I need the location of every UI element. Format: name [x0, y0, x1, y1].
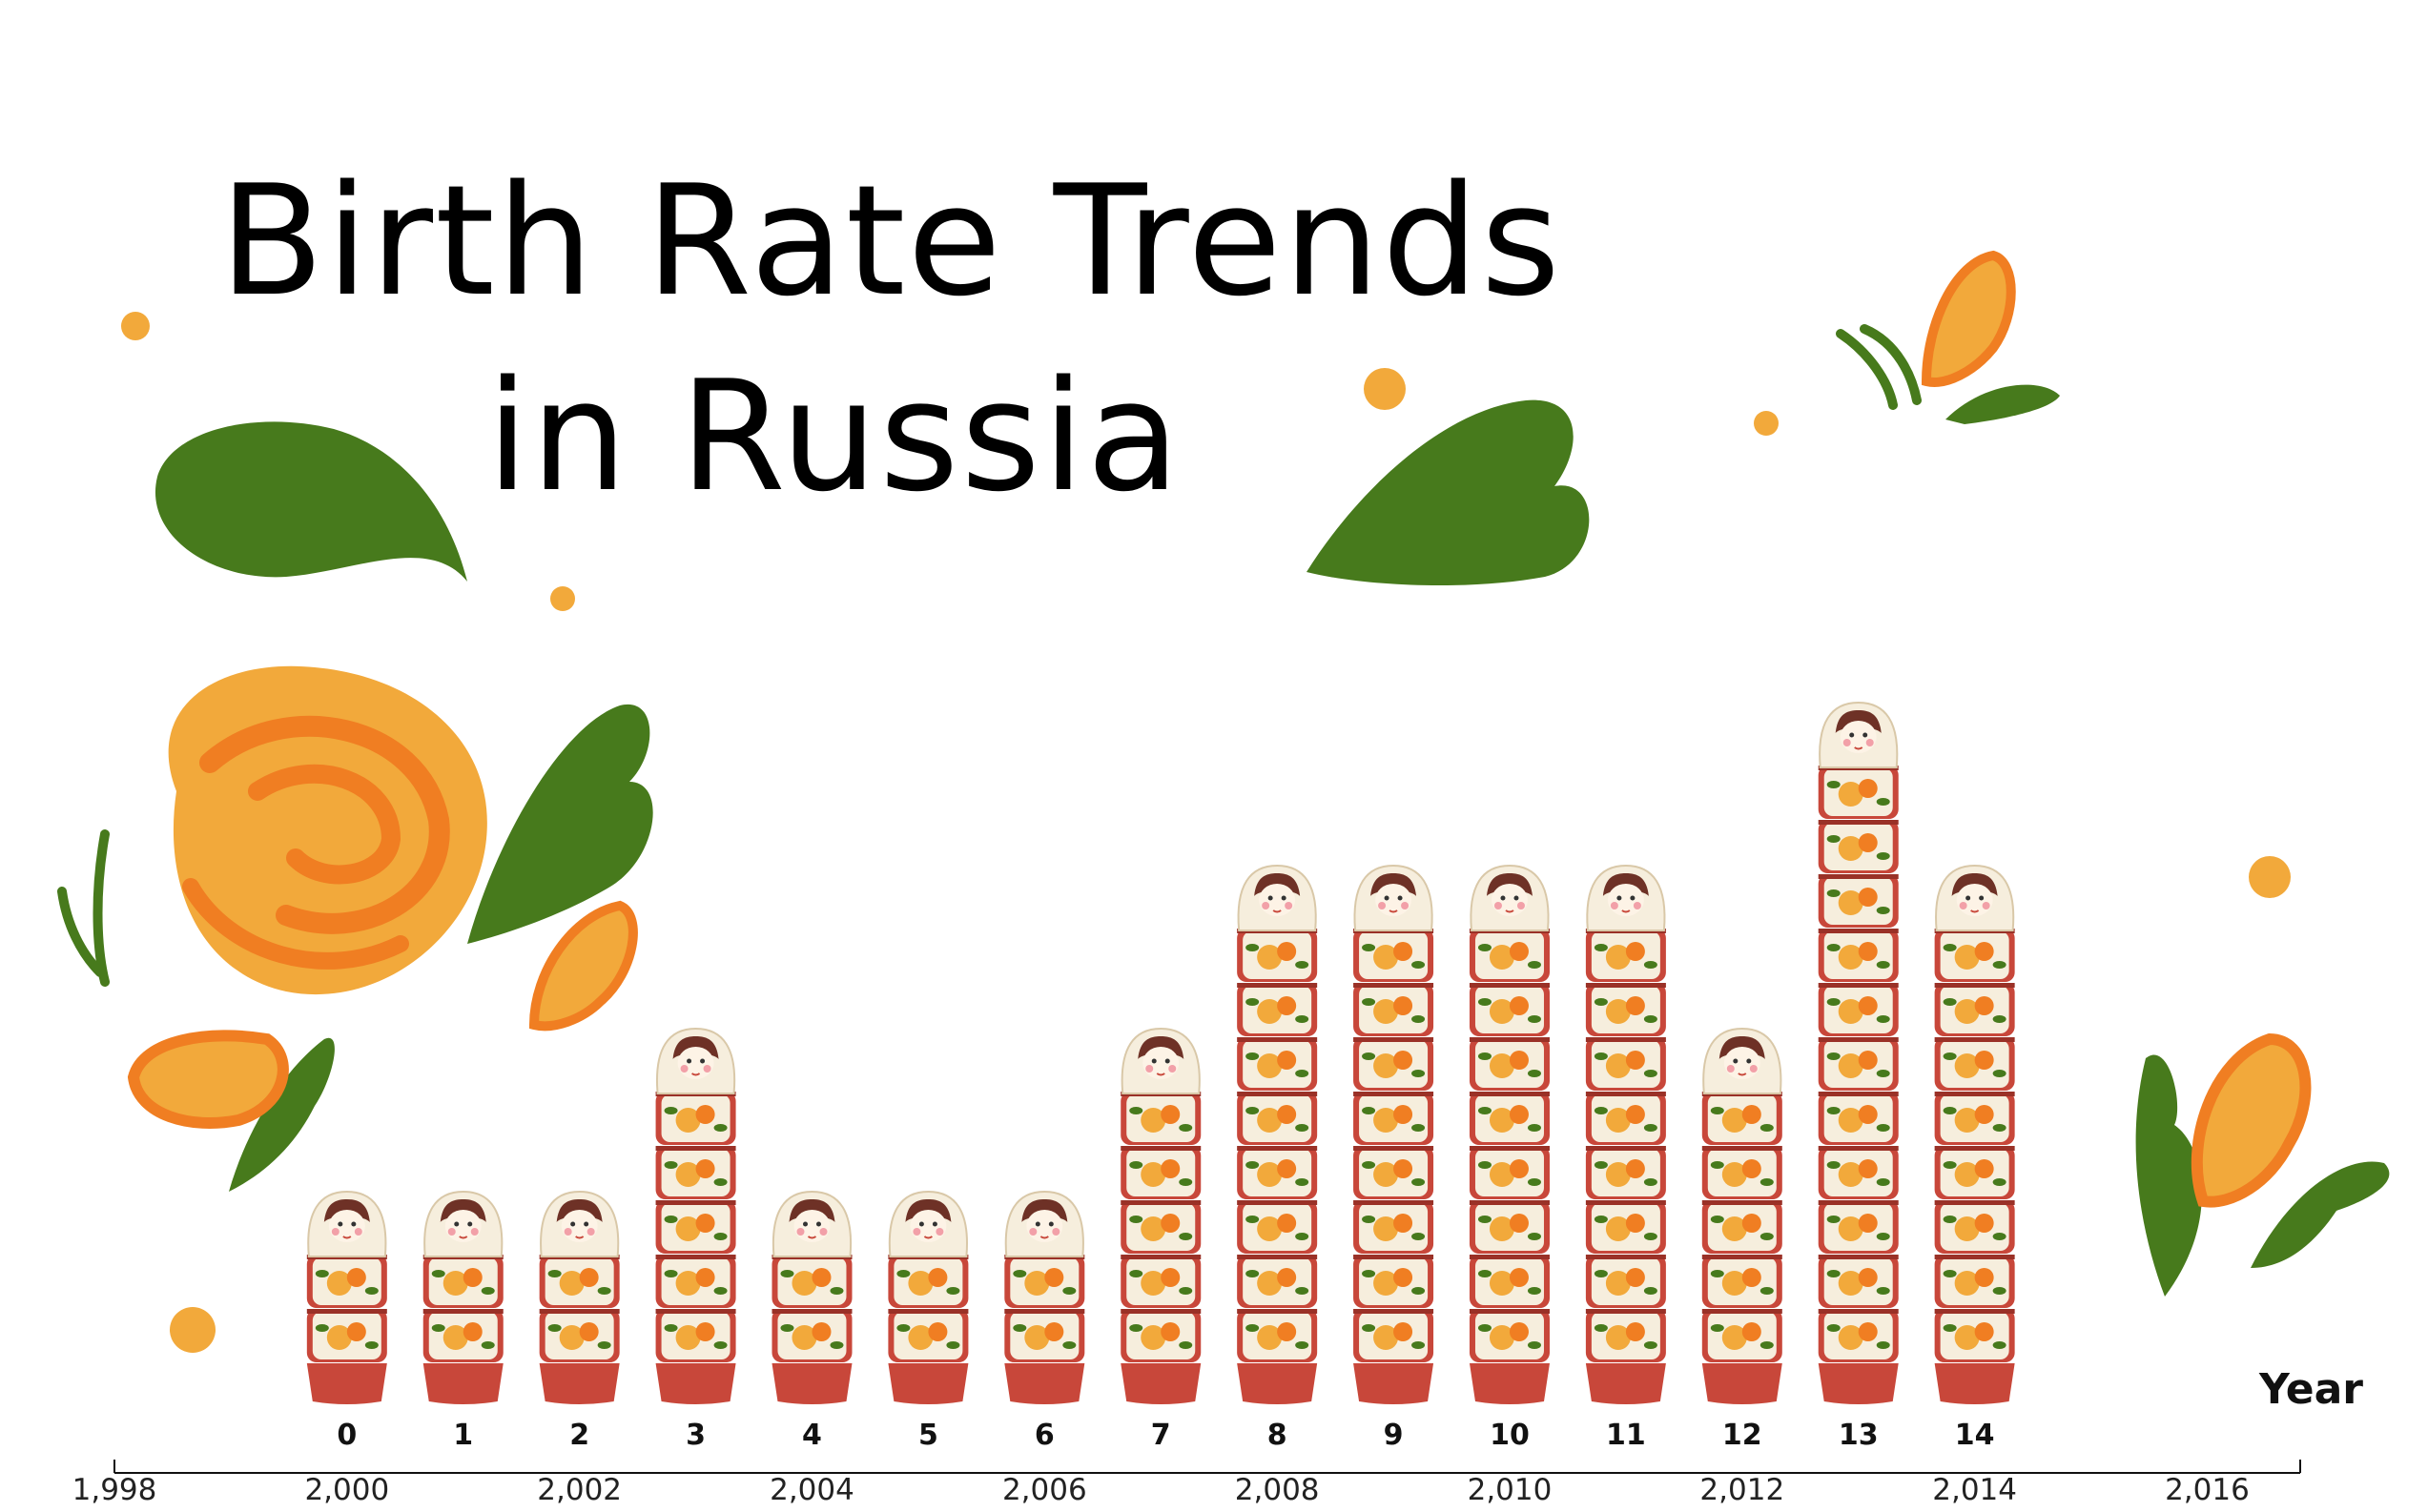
bar — [1237, 865, 1318, 1404]
decorations — [57, 250, 2390, 1353]
x-tick-label: 2,000 — [304, 1473, 389, 1507]
x-tick-label: 2,002 — [537, 1473, 622, 1507]
dot-icon — [121, 312, 2291, 1353]
bar — [1818, 702, 1899, 1404]
category-label: 10 — [1490, 1419, 1530, 1452]
x-axis-label: Year — [2258, 1365, 2363, 1414]
bar — [1004, 1191, 1085, 1404]
x-tick-label: 1,998 — [72, 1473, 157, 1507]
x-tick-label: 2,008 — [1235, 1473, 1320, 1507]
bar — [1701, 1028, 1782, 1404]
category-label: 5 — [918, 1419, 938, 1452]
x-tick-label: 2,010 — [1468, 1473, 1553, 1507]
leaf-icon — [154, 384, 2390, 1297]
x-tick-label: 2,016 — [2165, 1473, 2250, 1507]
bar — [1469, 865, 1550, 1404]
chart-title: Birth Rate Trends in Russia — [219, 143, 1562, 534]
category-label: 11 — [1606, 1419, 1646, 1452]
category-label: 3 — [686, 1419, 706, 1452]
chart-title-line-1: Birth Rate Trends — [219, 152, 1562, 330]
category-label: 8 — [1267, 1419, 1287, 1452]
bar — [422, 1191, 504, 1404]
bar — [655, 1028, 736, 1404]
bar — [772, 1191, 853, 1404]
category-label: 12 — [1722, 1419, 1762, 1452]
bar — [539, 1191, 620, 1404]
flower-icon — [168, 665, 487, 995]
chart-title-line-2: in Russia — [486, 347, 1183, 525]
category-label: 4 — [802, 1419, 822, 1452]
category-label: 13 — [1839, 1419, 1879, 1452]
category-label: 7 — [1151, 1419, 1171, 1452]
bar — [888, 1191, 969, 1404]
category-label: 0 — [337, 1419, 357, 1452]
category-labels: 0 1 2 3 4 5 6 7 8 9 10 11 12 13 14 — [337, 1419, 1994, 1452]
category-label: 1 — [453, 1419, 473, 1452]
bar — [1353, 865, 1434, 1404]
category-label: 6 — [1035, 1419, 1055, 1452]
category-label: 2 — [569, 1419, 589, 1452]
category-label: 9 — [1384, 1419, 1404, 1452]
x-tick-label: 2,012 — [1699, 1473, 1784, 1507]
flower-icon — [127, 250, 2312, 1208]
x-tick-label: 2,014 — [1932, 1473, 2017, 1507]
x-tick-label: 2,006 — [1002, 1473, 1087, 1507]
x-axis: 1,998 2,000 2,002 2,004 2,006 2,008 2,010 2,012… — [72, 1460, 2301, 1507]
x-ticks: 1,998 2,000 2,002 2,004 2,006 2,008 2,010 2,012… — [72, 1460, 2301, 1507]
bar — [306, 1191, 387, 1404]
bar — [1585, 865, 1666, 1404]
bar — [1934, 865, 2015, 1404]
bar — [1121, 1028, 1202, 1404]
x-tick-label: 2,004 — [770, 1473, 854, 1507]
bars — [306, 702, 2015, 1404]
category-label: 14 — [1955, 1419, 1995, 1452]
